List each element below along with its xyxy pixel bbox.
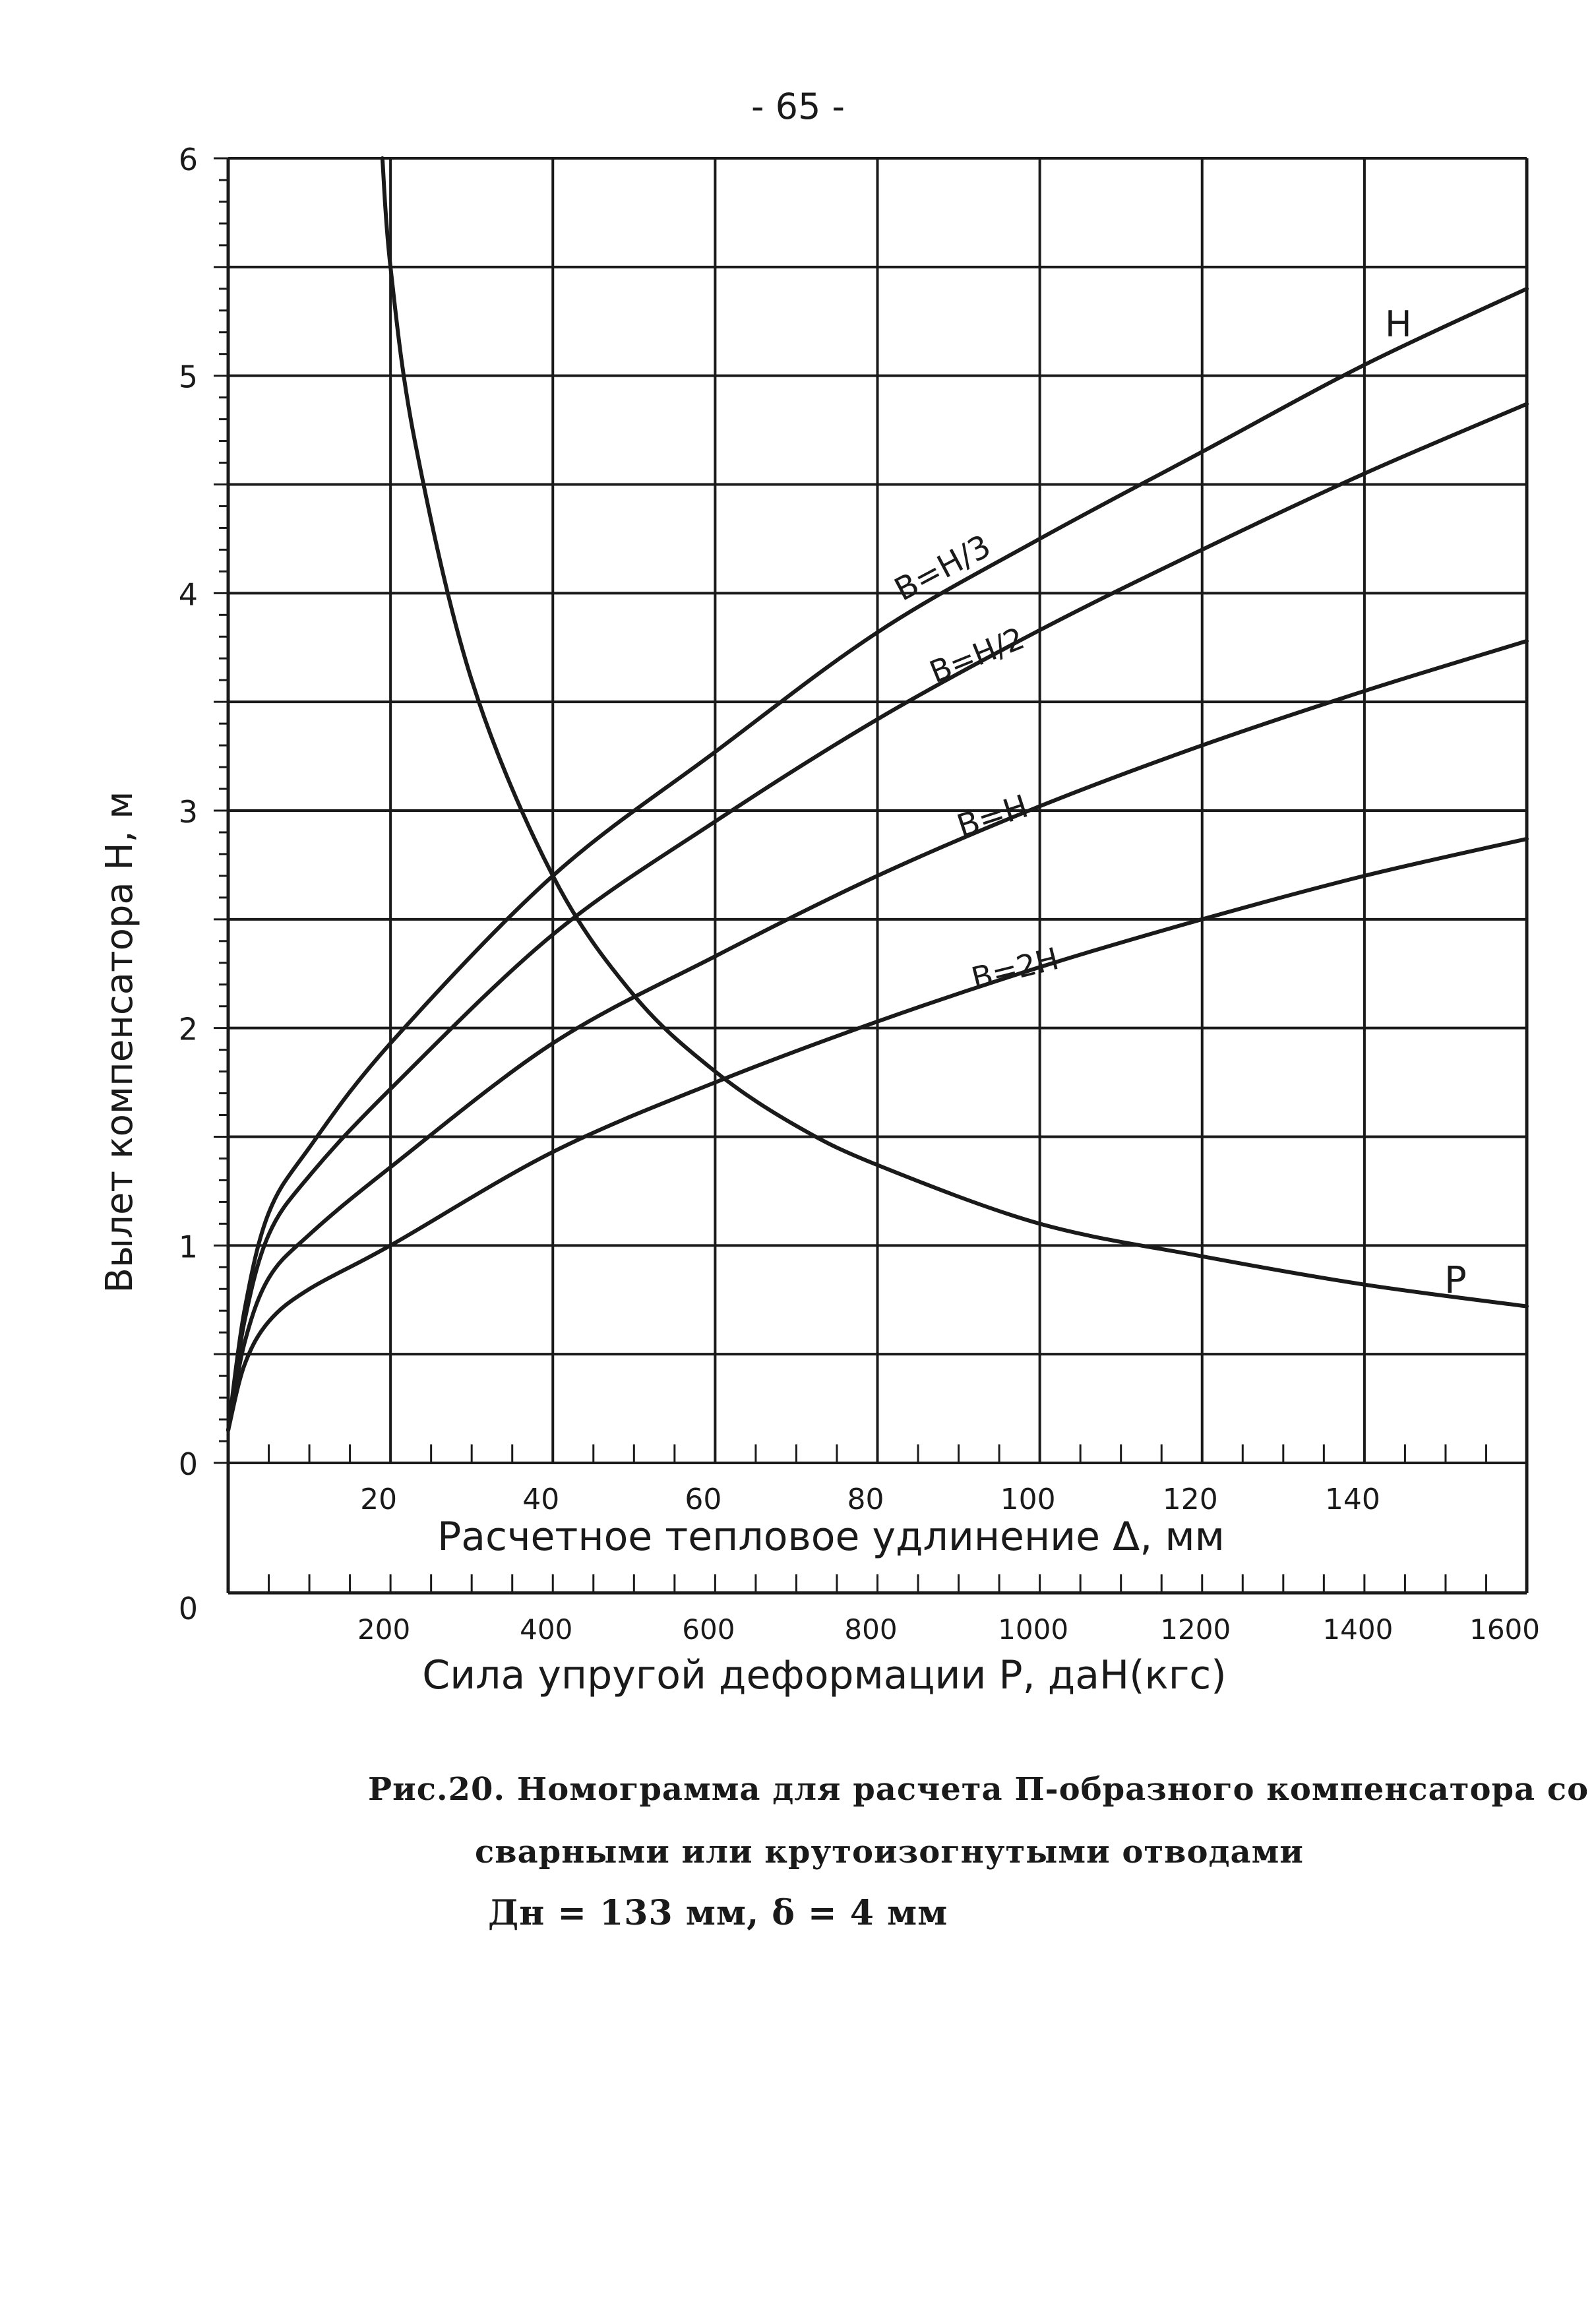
curve-label-b-h3: В=Н/3: [888, 528, 997, 609]
page-number: - 65 -: [751, 86, 845, 127]
x-bottom-tick-label: 1400: [1322, 1613, 1393, 1646]
x-bottom-tick-label-zero: 0: [179, 1591, 198, 1626]
x-top-tick-label: 40: [522, 1483, 559, 1516]
y-tick-label: 1: [179, 1229, 198, 1264]
x-bottom-tick-label: 200: [357, 1613, 410, 1646]
series-line-b-h: [226, 836, 1529, 1433]
series-lines: [226, 156, 1529, 1433]
x-axis-top-label: Расчетное тепловое удлинение Δ, мм: [437, 1514, 1225, 1560]
x-axis-bottom-label: Сила упругой деформации Р, даН(кгс): [422, 1652, 1226, 1698]
y-tick-label: 3: [179, 794, 198, 830]
curve-label-h: Н: [1385, 303, 1412, 345]
curve-label-b-2h: В=2Н: [968, 941, 1062, 997]
y-axis-label: Вылет компенсатора Н, м: [98, 791, 141, 1293]
x-bottom-tick-label: 1200: [1160, 1613, 1231, 1646]
x-top-tick-label: 100: [1000, 1483, 1056, 1516]
x-bottom-tick-label: 1000: [998, 1613, 1068, 1646]
curve-label-p: Р: [1444, 1259, 1467, 1302]
x-bottom-tick-label: 1600: [1469, 1613, 1540, 1646]
x-top-tick-label: 20: [360, 1483, 397, 1516]
x-top-tick-label: 120: [1163, 1483, 1218, 1516]
curve-label-b-eq-h: В=Н: [952, 788, 1032, 845]
y-tick-label: 5: [179, 359, 198, 395]
y-tick-label: 0: [179, 1446, 198, 1482]
x-bottom-tick-label: 400: [520, 1613, 572, 1646]
x-top-tick-label: 60: [685, 1483, 721, 1516]
series-line-p: [380, 156, 1529, 1309]
series-line-h: [226, 286, 1529, 1433]
figure-caption-line-2: сварными или крутоизогнутыми отводами: [475, 1834, 1304, 1871]
y-tick-label: 6: [179, 142, 198, 177]
x-bottom-tick-label: 600: [682, 1613, 735, 1646]
x-bottom-tick-label: 800: [844, 1613, 897, 1646]
figure-caption-line-3: Дн = 133 мм, δ = 4 мм: [488, 1893, 948, 1933]
y-tick-label: 4: [179, 576, 198, 612]
x-top-tick-label: 140: [1325, 1483, 1380, 1516]
curve-label-b-h2: В=Н/2: [925, 620, 1029, 690]
series-line-b-h3: [226, 402, 1529, 1433]
x-top-tick-label: 80: [847, 1483, 884, 1516]
axis-ticks: [214, 157, 1528, 1593]
figure-caption-line-1: Рис.20. Номограмма для расчета П-образно…: [368, 1771, 1589, 1808]
y-tick-label: 2: [179, 1012, 198, 1047]
series-line-b-h2: [226, 638, 1529, 1433]
